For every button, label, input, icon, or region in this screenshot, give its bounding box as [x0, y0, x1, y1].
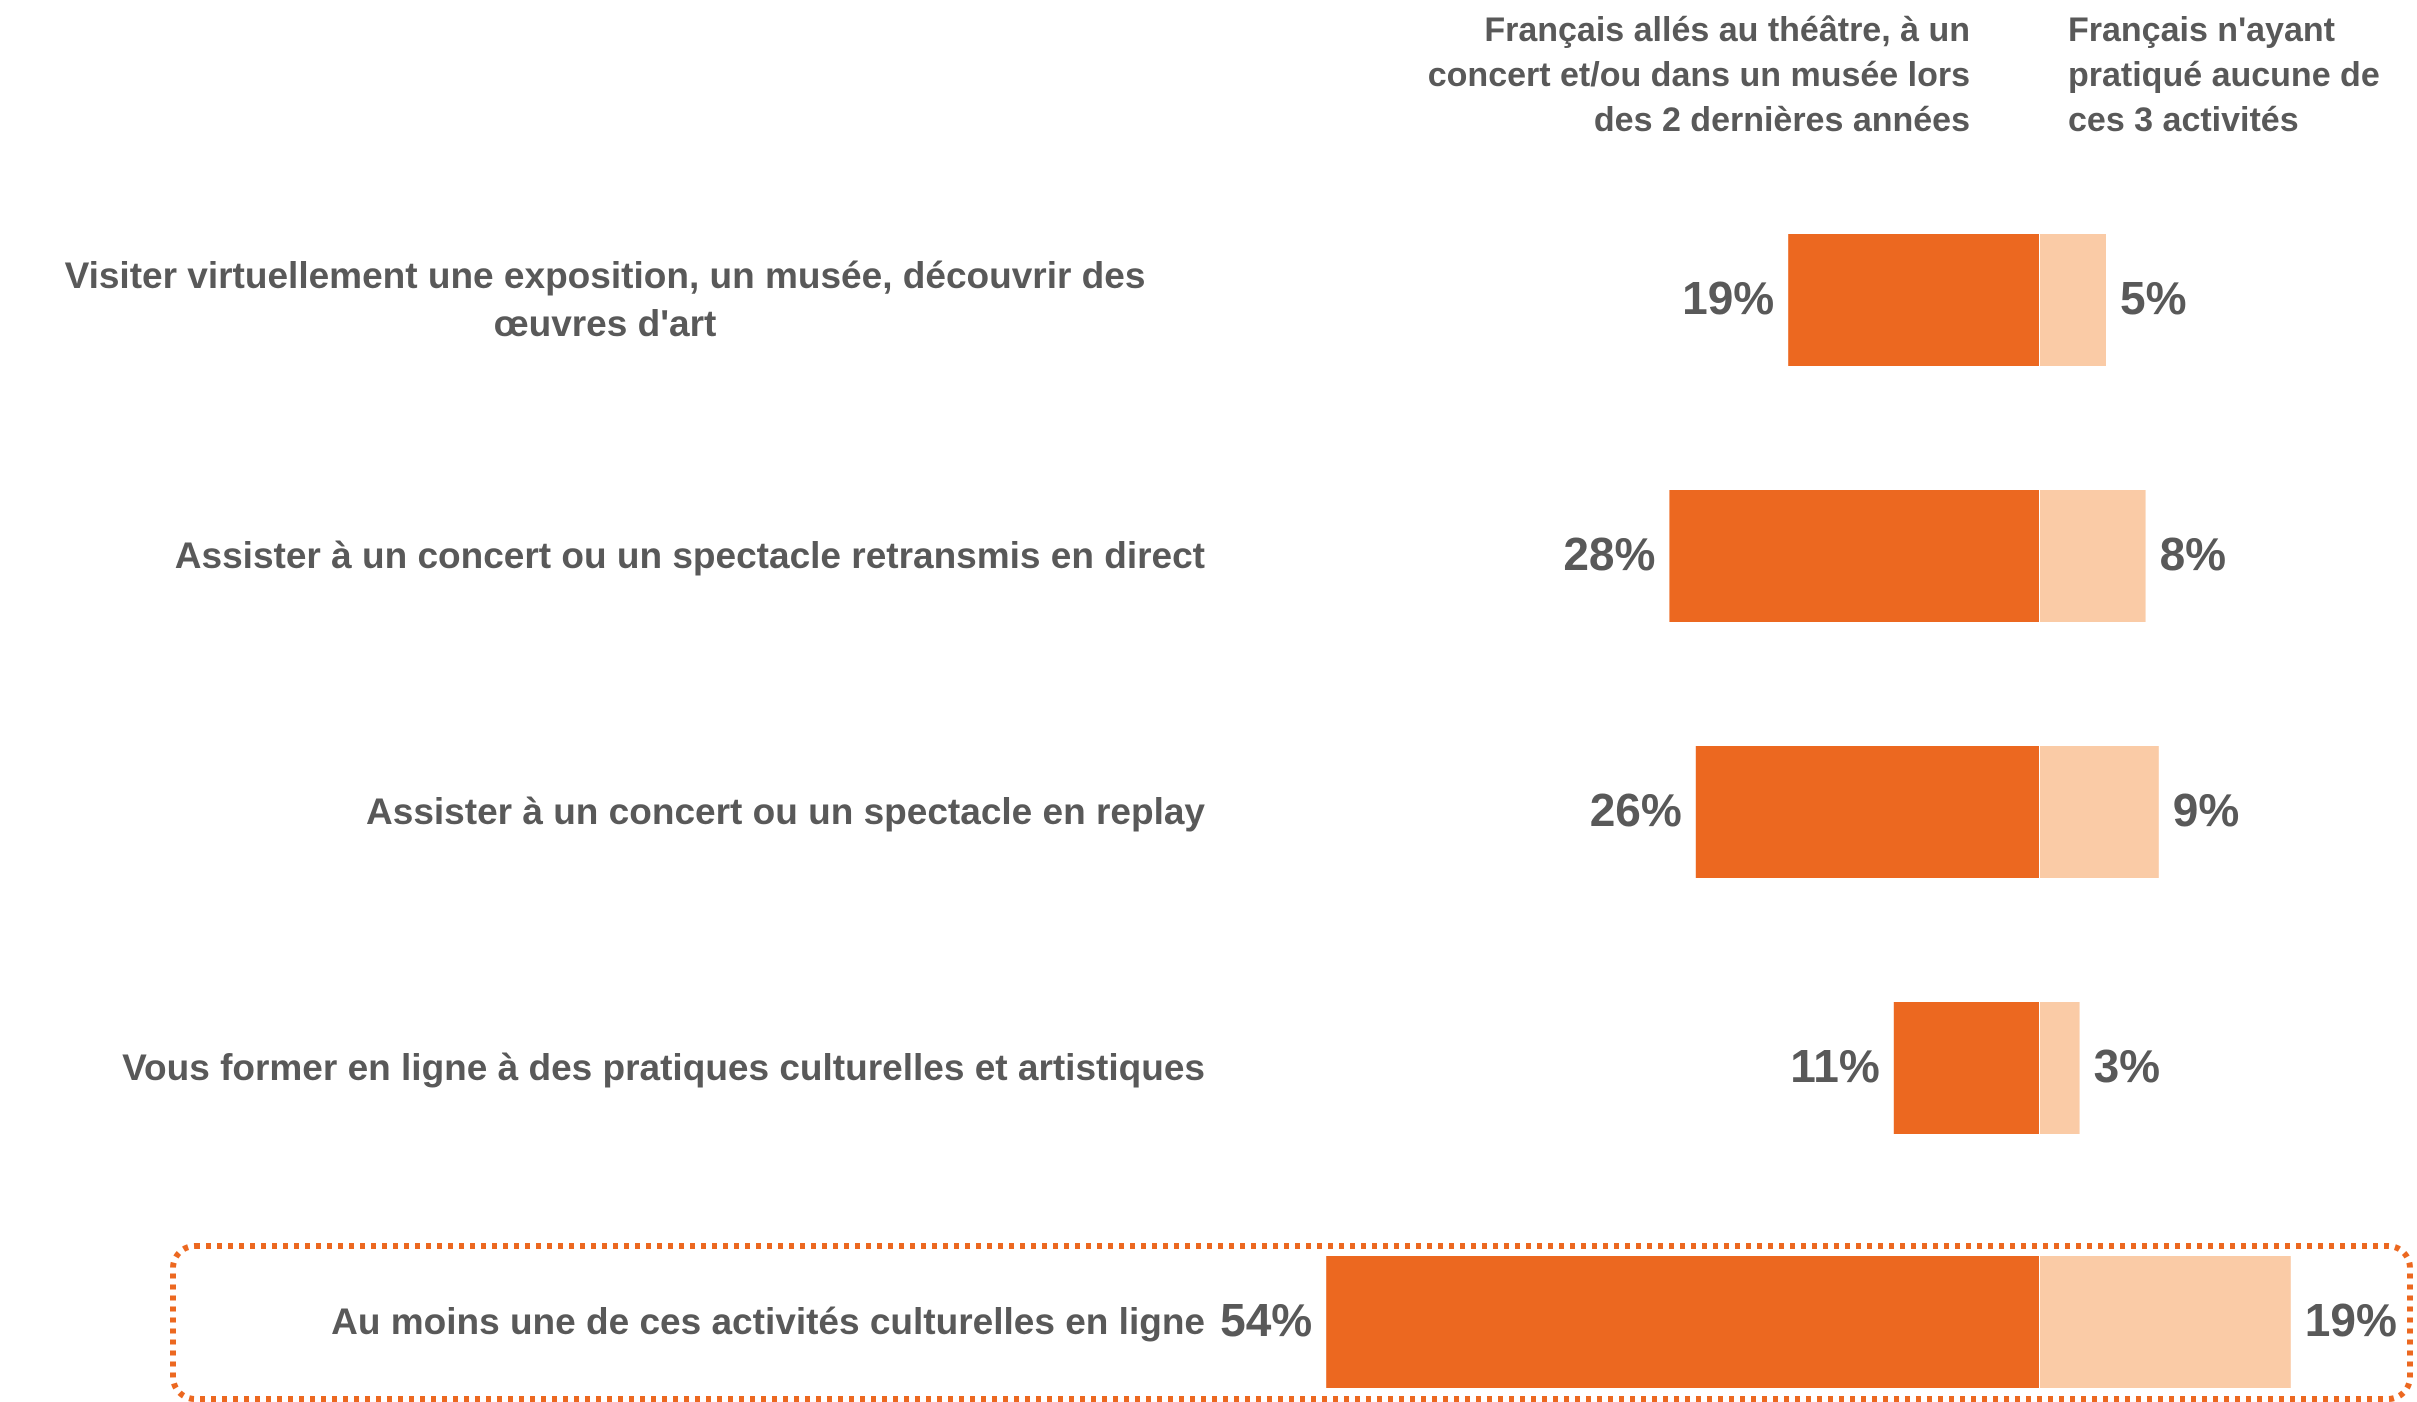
value-label: 54% [1220, 1294, 1312, 1346]
value-label: 19% [2305, 1294, 2397, 1346]
bar [1326, 1256, 2039, 1388]
bar [1695, 746, 2039, 878]
value-label: 19% [1682, 272, 1774, 324]
category-label-row: Vous former en ligne à des pratiques cul… [5, 1044, 1205, 1092]
value-label: 26% [1590, 784, 1682, 836]
highlight-box [170, 1243, 2413, 1402]
category-label: Au moins une de ces activités culturelle… [331, 1301, 1205, 1342]
value-label: 8% [2160, 528, 2226, 580]
category-label-row: Assister à un concert ou un spectacle en… [5, 788, 1205, 836]
value-label: 3% [2094, 1040, 2160, 1092]
legend-entry: Français allés au théâtre, à un concert … [1427, 11, 1970, 139]
category-label: Assister à un concert ou un spectacle re… [174, 535, 1205, 576]
category-label: Vous former en ligne à des pratiques cul… [122, 1047, 1205, 1088]
bar [1788, 234, 2039, 366]
value-label: 28% [1563, 528, 1655, 580]
category-label-row: Assister à un concert ou un spectacle re… [5, 532, 1205, 580]
bar [1893, 1002, 2039, 1134]
legend-entry: Français n'ayant pratiqué aucune de ces … [2068, 11, 2380, 139]
bar [2040, 490, 2146, 622]
bar [2040, 746, 2159, 878]
value-label: 9% [2173, 784, 2239, 836]
category-label: Visiter virtuellement une exposition, un… [64, 255, 1146, 344]
value-label: 5% [2120, 272, 2186, 324]
category-label: Assister à un concert ou un spectacle en… [366, 791, 1205, 832]
bar [2040, 1256, 2291, 1388]
bar [2040, 234, 2106, 366]
bar [1669, 490, 2039, 622]
category-label-row: Visiter virtuellement une exposition, un… [5, 252, 1205, 348]
bar [2040, 1002, 2080, 1134]
category-label-row: Au moins une de ces activités culturelle… [5, 1298, 1205, 1346]
value-label: 11% [1790, 1040, 1880, 1092]
